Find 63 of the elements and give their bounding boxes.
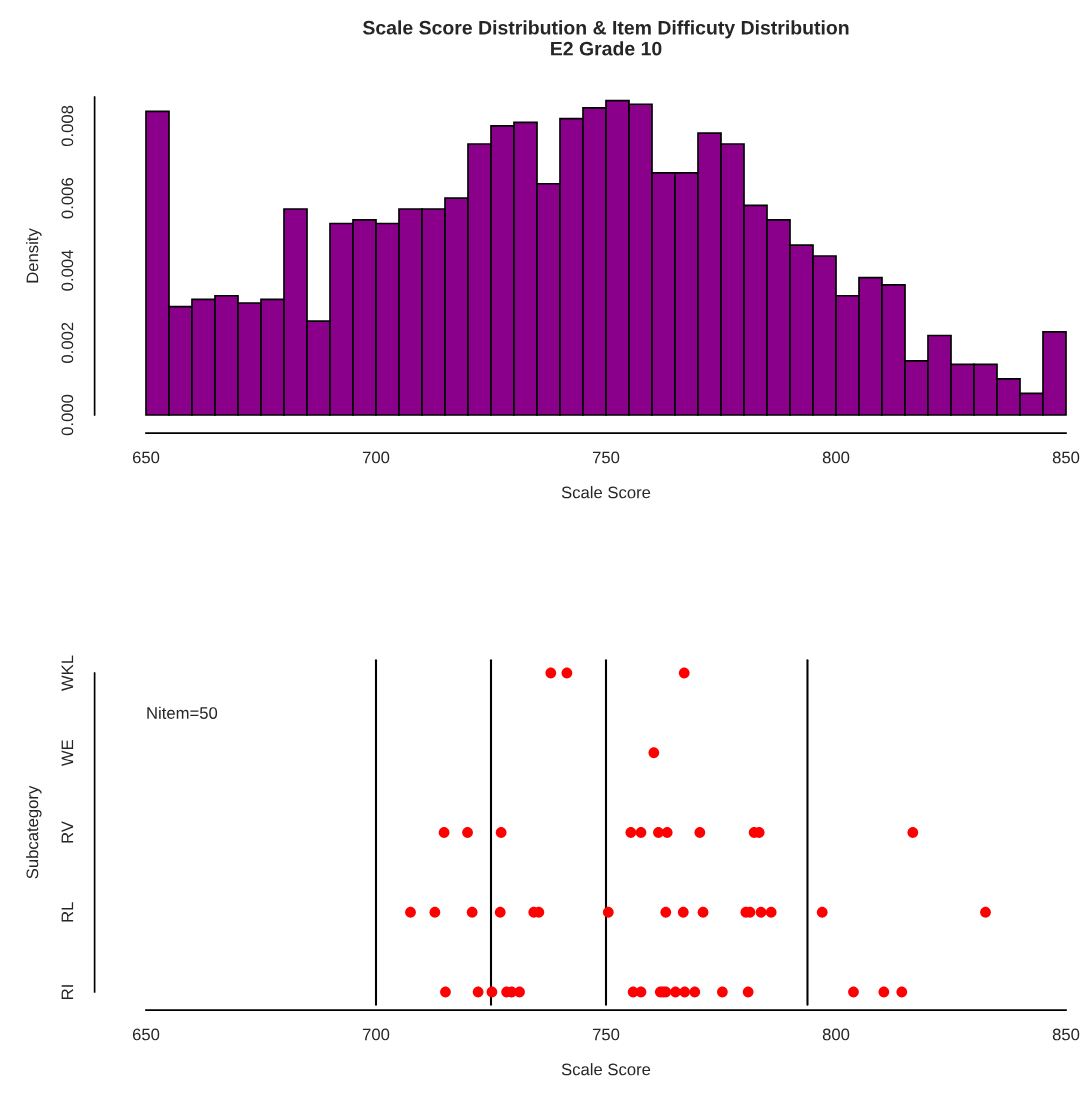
point [689, 986, 701, 998]
point [878, 986, 890, 998]
point [653, 827, 664, 838]
point [765, 906, 777, 918]
point [677, 906, 689, 918]
y-tick-label: 0.002 [61, 322, 74, 363]
y-tick-label: 0.006 [61, 178, 74, 219]
point [545, 667, 557, 679]
x-tick-label: 750 [592, 1028, 620, 1041]
point [679, 986, 691, 998]
y-tick-label: RI [61, 985, 74, 999]
point [660, 906, 672, 918]
annotation: Nitem=50 [147, 706, 218, 719]
x-tick-label: 700 [362, 1028, 390, 1041]
point [907, 827, 919, 838]
point [697, 906, 709, 918]
x-tick-label: 850 [1052, 451, 1080, 464]
point [980, 906, 991, 918]
x-tick-label: 650 [132, 1028, 160, 1041]
y-tick-label: WE [61, 740, 74, 767]
x-tick-label: 800 [822, 1028, 850, 1041]
point [486, 986, 498, 998]
x-tick-label: 650 [132, 451, 160, 464]
point [494, 906, 506, 918]
x-axis-title: Scale Score [561, 486, 651, 499]
point [438, 827, 450, 838]
x-tick-label: 850 [1052, 1028, 1080, 1041]
point [514, 986, 525, 998]
point [717, 986, 728, 998]
point [472, 986, 484, 998]
point [661, 827, 673, 838]
point [635, 827, 647, 838]
y-tick-label: 0.004 [61, 250, 74, 291]
point [440, 986, 451, 998]
x-axis-title: Scale Score [561, 1063, 651, 1076]
y-tick-label: RV [61, 821, 74, 843]
point [625, 827, 637, 838]
point [896, 986, 908, 998]
point [495, 827, 507, 838]
y-axis-title: Subcategory [26, 785, 42, 879]
y-tick-label: 0.000 [61, 394, 74, 436]
point [466, 906, 478, 918]
y-tick-label: RL [61, 902, 74, 922]
x-tick-label: 750 [592, 451, 620, 464]
y-axis-title: Density [26, 228, 42, 283]
point [561, 667, 573, 679]
point [429, 906, 441, 918]
point [678, 667, 690, 679]
point [816, 906, 828, 918]
point [755, 906, 767, 918]
y-tick-label: 0.008 [61, 105, 74, 147]
point [742, 986, 754, 998]
chart-title: Scale Score Distribution & Item Difficuty Distribution E2 Grade 10 [362, 20, 849, 56]
x-tick-label: 700 [362, 451, 390, 464]
point [848, 986, 859, 998]
point [648, 747, 660, 759]
point [405, 906, 416, 918]
point [602, 906, 614, 918]
point [694, 827, 706, 838]
point [462, 827, 473, 838]
y-tick-label: WKL [61, 655, 74, 691]
x-tick-label: 800 [822, 451, 850, 464]
point [670, 986, 681, 998]
